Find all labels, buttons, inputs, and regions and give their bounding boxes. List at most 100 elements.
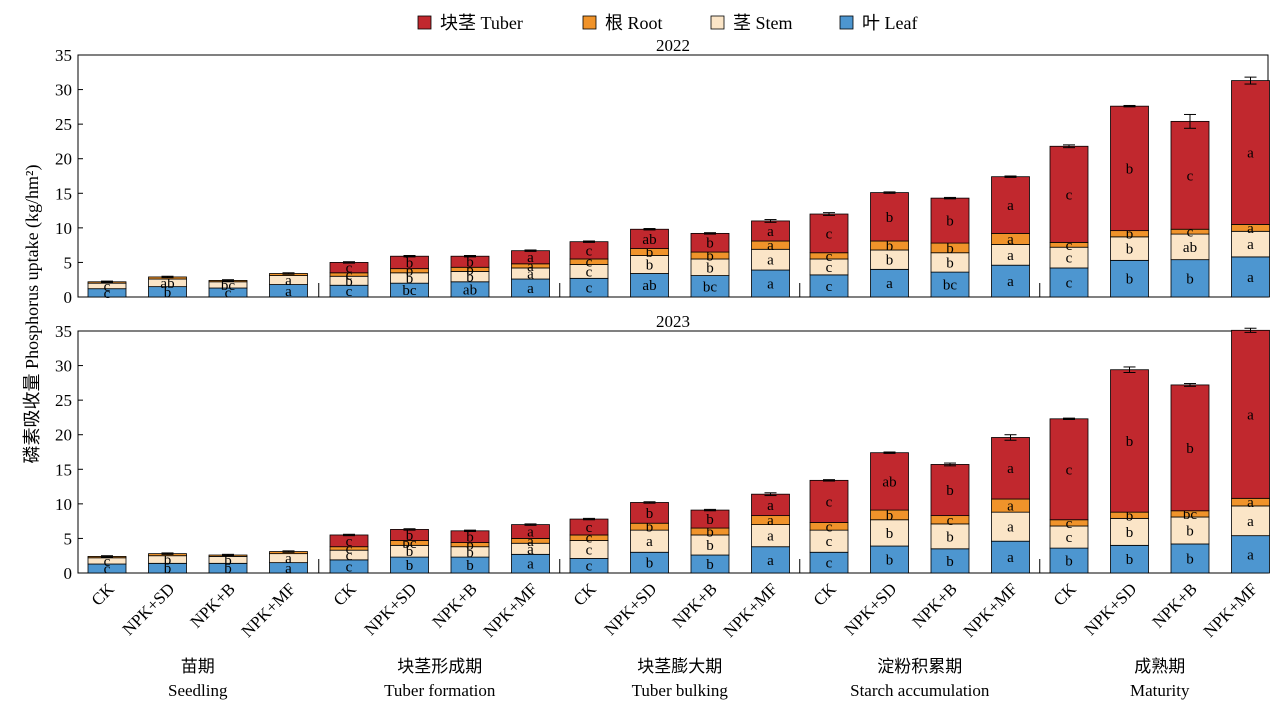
x-tick-label-npk-sd: NPK+SD	[601, 579, 661, 639]
bar-segment-leaf	[751, 546, 790, 574]
bar-segment-leaf	[870, 268, 909, 298]
significance-letter-tuber: c	[826, 494, 833, 510]
significance-letter-stem: a	[1007, 248, 1014, 264]
y-tick-label: 20	[55, 150, 72, 169]
significance-letter-root: a	[527, 534, 534, 550]
significance-letter-leaf: a	[767, 553, 774, 569]
bar-segment-tuber	[809, 213, 849, 254]
significance-letter-stem: a	[527, 266, 534, 282]
significance-letter-leaf: b	[1065, 554, 1073, 570]
bar-segment-tuber	[1170, 120, 1210, 230]
y-tick-label: 15	[55, 460, 72, 479]
bar-segment-stem	[1170, 516, 1210, 545]
bar-segment-stem	[991, 511, 1030, 542]
significance-letter-root: a	[767, 513, 774, 529]
significance-letter-stem: a	[527, 542, 534, 558]
x-tick-label-npk-mf: NPK+MF	[960, 579, 1022, 641]
bar-seedling-npk-sd: bab	[148, 275, 187, 301]
bar-segment-tuber	[1170, 384, 1210, 512]
significance-letter-leaf: a	[1007, 550, 1014, 566]
significance-letter-root: a	[767, 238, 774, 254]
x-tick-label-npk-b: NPK+B	[669, 579, 721, 631]
significance-letter-leaf: b	[1186, 551, 1194, 567]
significance-letter-stem: c	[1066, 251, 1073, 267]
legend-label-leaf: 叶 Leaf	[862, 13, 917, 33]
significance-letter-tuber: a	[1247, 407, 1254, 423]
significance-letter-tuber: b	[946, 483, 954, 499]
significance-letter-leaf: c	[225, 286, 232, 302]
bar-segment-leaf	[1231, 535, 1270, 574]
significance-letter-leaf: c	[346, 559, 353, 575]
significance-letter-tuber: a	[767, 498, 774, 514]
significance-letter-stem: b	[466, 270, 474, 286]
significance-letter-root: b	[706, 249, 714, 265]
significance-letter-leaf: b	[1126, 272, 1134, 288]
significance-letter-leaf: ab	[642, 278, 656, 294]
x-tick-label-npk-sd: NPK+SD	[119, 579, 179, 639]
significance-letter-stem: b	[1186, 523, 1194, 539]
stage-label-en: Maturity	[1130, 681, 1190, 700]
significance-letter-tuber: a	[527, 250, 534, 266]
y-axis-label: 磷素吸收量 Phosphorus uptake (kg/hm²)	[22, 165, 43, 464]
x-tick-label-npk-sd: NPK+SD	[361, 579, 421, 639]
x-tick-label-npk-b: NPK+B	[909, 579, 961, 631]
y-tick-label: 0	[64, 564, 73, 583]
significance-letter-root: b	[946, 241, 954, 257]
significance-letter-tuber: a	[1247, 145, 1254, 161]
stage-label-en: Tuber bulking	[632, 681, 729, 700]
x-tick-label-npk-mf: NPK+MF	[1200, 579, 1262, 641]
significance-letter-leaf: c	[346, 284, 353, 300]
stage-label-zh: 苗期	[181, 657, 215, 676]
significance-letter-leaf: a	[1247, 547, 1254, 563]
significance-letter-stem: a	[1247, 237, 1254, 253]
significance-letter-stem: b	[466, 545, 474, 561]
significance-letter-stem: c	[826, 534, 833, 550]
significance-letter-leaf: c	[826, 279, 833, 295]
x-tick-label-npk-b: NPK+B	[1149, 579, 1201, 631]
bar-segment-leaf	[930, 548, 970, 574]
stage-label-en: Starch accumulation	[850, 681, 990, 700]
bar-segment-stem	[1231, 505, 1270, 537]
significance-letter-tuber: c	[1066, 462, 1073, 478]
significance-letter-stem: c	[104, 554, 111, 570]
stage-label-zh: 成熟期	[1134, 656, 1185, 676]
bar-segment-tuber	[930, 197, 970, 244]
significance-letter-leaf: a	[767, 277, 774, 293]
significance-letter-leaf: b	[164, 285, 172, 301]
significance-letter-stem: a	[1007, 520, 1014, 536]
significance-letter-leaf: a	[527, 557, 534, 573]
significance-letter-root: c	[826, 249, 833, 265]
significance-letter-leaf: a	[527, 281, 534, 297]
significance-letter-stem: b	[706, 538, 714, 554]
significance-letter-leaf: a	[285, 284, 292, 300]
y-tick-label: 35	[55, 46, 72, 65]
significance-letter-stem: b	[406, 544, 414, 560]
significance-letter-leaf: b	[886, 553, 894, 569]
bar-seedling-npk-mf: aa	[269, 272, 308, 300]
legend-swatch-tuber	[417, 15, 432, 30]
significance-letter-tuber: a	[527, 525, 534, 541]
x-tick-label-npk-b: NPK+B	[429, 579, 481, 631]
x-tick-label-ck: CK	[570, 579, 601, 610]
x-tick-label-npk-b: NPK+B	[187, 579, 239, 631]
y-tick-label: 30	[55, 357, 72, 376]
significance-letter-root: a	[1247, 495, 1254, 511]
x-tick-label-npk-mf: NPK+MF	[720, 579, 782, 641]
x-tick-label-npk-sd: NPK+SD	[1081, 579, 1141, 639]
